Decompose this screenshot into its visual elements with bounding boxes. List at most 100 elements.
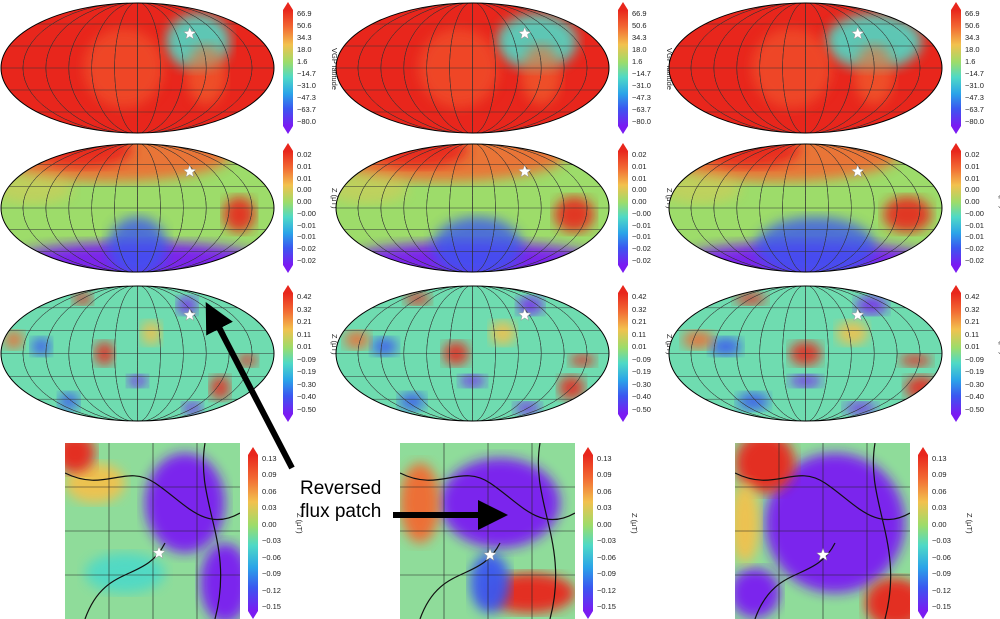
graticule-meridian <box>690 286 921 421</box>
map-outline <box>335 2 610 134</box>
colorbar-tick-label: 0.21 <box>965 317 980 327</box>
colorbar-tick-label: 0.00 <box>597 519 612 529</box>
colorbar-tick-label: −0.12 <box>262 585 281 595</box>
graticule-meridian <box>759 144 852 272</box>
graticule-meridian <box>403 286 542 421</box>
colorbar-min-arrow <box>951 265 961 273</box>
colorbar: 66.9 50.6 34.3 18.0 1.6 −14.7 −31.0 −47.3 −63.7 −… <box>283 2 339 134</box>
mollweide-map <box>0 143 275 273</box>
colorbar: 0.42 0.32 0.21 0.11 0.01 −0.09 −0.19 −0.30 −0.40… <box>283 285 339 422</box>
colorbar-tick-label: −0.15 <box>597 601 616 611</box>
colorbar-tick-label: 0.01 <box>632 173 647 183</box>
field-patch <box>489 320 516 345</box>
colorbar-min-arrow <box>283 265 293 273</box>
graticule-meridian <box>713 3 898 133</box>
field-patch <box>517 296 544 315</box>
field-patch <box>237 354 258 367</box>
graticule-meridian <box>114 144 161 272</box>
colorbar-min-arrow <box>618 265 628 273</box>
field-patch <box>470 553 510 613</box>
field-patch <box>186 44 227 105</box>
colorbar: 0.02 0.01 0.01 0.00 0.00 −0.00 −0.01 −0.01 −0.02… <box>951 143 1000 273</box>
graticule-meridian <box>782 144 829 272</box>
graticule-meridian <box>449 286 496 421</box>
colorbar-tick-label: 0.01 <box>297 342 312 352</box>
field-patch <box>371 337 398 356</box>
graticule-meridian <box>403 144 542 272</box>
field-patch <box>65 463 125 503</box>
field-patch <box>65 443 95 473</box>
colorbar-min-arrow <box>918 611 928 619</box>
colorbar-min-arrow <box>618 414 628 422</box>
colorbar-tick-label: 0.02 <box>297 150 312 159</box>
colorbar-tick-label: 0.06 <box>262 486 277 496</box>
colorbar-min-arrow <box>583 611 593 619</box>
site-star-icon <box>152 545 166 559</box>
colorbar-tick-label: 50.6 <box>297 21 312 30</box>
colorbar-tick-label: 0.13 <box>932 454 947 463</box>
field-patch <box>735 568 780 618</box>
field-patch <box>735 443 795 493</box>
colorbar-tick-label: −0.09 <box>597 569 616 579</box>
colorbar-ticks: 0.02 0.01 0.01 0.00 0.00 −0.00 −0.01 −0.01 −0.02… <box>297 151 316 265</box>
graticule-meridian <box>713 286 898 421</box>
colorbar-tick-label: −0.01 <box>297 232 316 242</box>
graticule-meridian <box>45 144 230 272</box>
colorbar-tick-label: −0.30 <box>297 379 316 389</box>
field-patch <box>497 13 577 70</box>
graticule-meridian <box>713 144 898 272</box>
site-star-icon <box>850 26 865 40</box>
colorbar-tick-label: 0.00 <box>297 197 312 207</box>
field-patch <box>569 354 596 367</box>
colorbar-tick-label: 34.3 <box>297 33 312 42</box>
colorbar-tick-label: −0.01 <box>632 232 651 242</box>
graticule-meridian <box>91 286 184 421</box>
colorbar-tick-label: 0.01 <box>632 161 647 171</box>
graticule-meridian <box>736 144 875 272</box>
graticule-meridian <box>426 286 519 421</box>
colorbar-min-arrow <box>618 126 628 134</box>
colorbar-tick-label: 66.9 <box>297 9 312 18</box>
colorbar-tick-label: −63.7 <box>632 105 651 114</box>
colorbar-ticks: 0.42 0.32 0.21 0.11 0.01 −0.09 −0.19 −0.30 −0.40… <box>965 293 984 414</box>
colorbar-max-arrow <box>583 447 593 455</box>
colorbar-tick-label: −0.02 <box>297 255 316 265</box>
colorbar-tick-label: 0.13 <box>262 454 277 463</box>
colorbar-gradient <box>618 151 628 265</box>
colorbar-tick-label: −0.09 <box>632 354 651 364</box>
colorbar-tick-label: −0.00 <box>632 208 651 218</box>
colorbar-tick-label: −0.50 <box>965 404 984 414</box>
field-patch <box>709 337 742 356</box>
colorbar-tick-label: 34.3 <box>965 33 980 42</box>
colorbar-tick-label: −0.03 <box>932 536 951 546</box>
colorbar-tick-label: −31.0 <box>297 81 316 90</box>
colorbar-tick-label: 0.11 <box>965 329 980 339</box>
colorbar-max-arrow <box>918 447 928 455</box>
field-patch <box>141 320 162 345</box>
colorbar-tick-label: 0.01 <box>965 173 980 183</box>
colorbar-tick-label: 0.03 <box>262 503 277 513</box>
colorbar-tick-label: 0.09 <box>932 470 947 480</box>
colorbar: 0.02 0.01 0.01 0.00 0.00 −0.00 −0.01 −0.01 −0.02… <box>283 143 339 273</box>
colorbar-tick-label: −0.00 <box>965 208 984 218</box>
colorbar-tick-label: −63.7 <box>297 105 316 114</box>
field-patch <box>58 392 79 411</box>
graticule-meridian <box>426 3 519 133</box>
mollweide-map <box>335 2 610 134</box>
site-star-icon <box>816 547 830 561</box>
graticule-meridian <box>782 286 829 421</box>
colorbar-min-arrow <box>283 126 293 134</box>
colorbar-tick-label: −0.02 <box>632 255 651 265</box>
colorbar-tick-label: 0.09 <box>597 470 612 480</box>
field-patch <box>682 330 715 349</box>
map-outline <box>668 143 943 273</box>
colorbar-tick-label: −0.01 <box>965 220 984 230</box>
colorbar-ticks: 0.13 0.09 0.06 0.03 0.00 −0.03 −0.06 −0.09 −0.12… <box>932 455 951 611</box>
colorbar-tick-label: 0.21 <box>632 317 647 327</box>
colorbar-tick-label: 0.03 <box>932 503 947 513</box>
mollweide-map <box>668 285 943 422</box>
graticule-meridian <box>114 3 161 133</box>
graticule-meridian <box>403 3 542 133</box>
colorbar-gradient <box>283 10 293 126</box>
colorbar-max-arrow <box>283 143 293 151</box>
